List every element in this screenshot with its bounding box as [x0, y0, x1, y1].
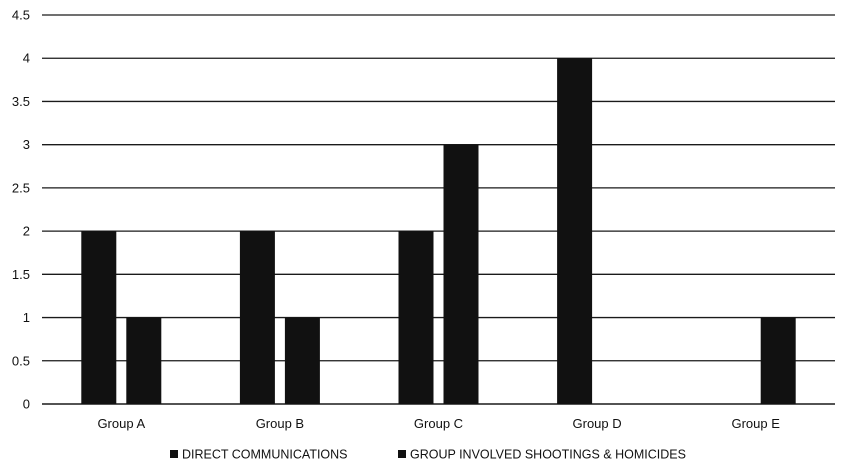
legend-label: DIRECT COMMUNICATIONS [182, 448, 348, 462]
y-tick-label: 2 [23, 224, 30, 239]
legend-swatch [398, 450, 406, 458]
y-tick-label: 4 [23, 51, 30, 66]
y-tick-label: 0 [23, 397, 30, 412]
x-axis-category-labels: Group A Group B Group C Group D Group E [97, 416, 780, 431]
legend-label: GROUP INVOLVED SHOOTINGS & HOMICIDES [410, 448, 686, 462]
y-axis-tick-labels: 0 0.5 1 1.5 2 2.5 3 3.5 4 4.5 [12, 8, 30, 412]
bar-direct-communications-group-a [81, 231, 117, 404]
gridlines [42, 14, 835, 405]
x-category-label: Group E [731, 416, 780, 431]
y-tick-label: 3 [23, 137, 30, 152]
x-category-label: Group C [414, 416, 463, 431]
bar-direct-communications-group-b [239, 231, 275, 404]
bar-shootings-homicides-group-b [284, 317, 320, 404]
y-tick-label: 0.5 [12, 353, 30, 368]
x-category-label: Group D [573, 416, 622, 431]
y-tick-label: 1 [23, 310, 30, 325]
y-tick-label: 3.5 [12, 94, 30, 109]
legend-swatch [170, 450, 178, 458]
y-tick-label: 4.5 [12, 8, 30, 23]
bar-direct-communications-group-c [398, 231, 434, 404]
legend: DIRECT COMMUNICATIONS GROUP INVOLVED SHOO… [170, 448, 686, 462]
x-category-label: Group A [97, 416, 145, 431]
bar-shootings-homicides-group-a [126, 317, 162, 404]
bar-direct-communications-group-d [557, 58, 593, 404]
bar-shootings-homicides-group-e [760, 317, 796, 404]
bars [81, 58, 796, 404]
x-category-label: Group B [256, 416, 304, 431]
bar-shootings-homicides-group-c [443, 144, 479, 404]
y-tick-label: 1.5 [12, 267, 30, 282]
y-tick-label: 2.5 [12, 180, 30, 195]
